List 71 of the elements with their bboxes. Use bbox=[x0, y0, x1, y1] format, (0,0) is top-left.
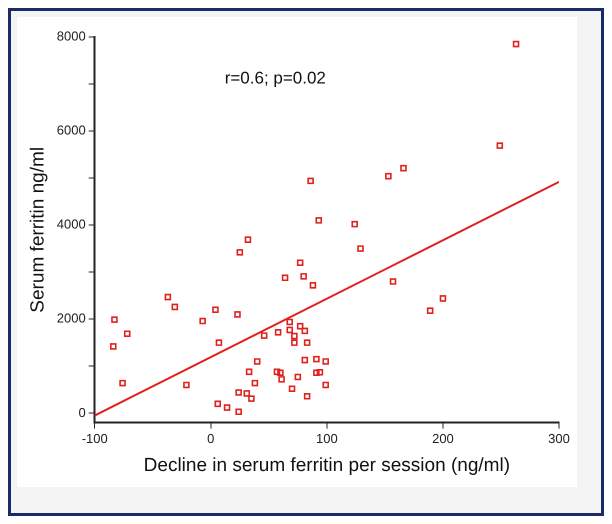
x-tick-label: -100 bbox=[82, 430, 108, 446]
point bbox=[199, 318, 206, 324]
point bbox=[252, 380, 258, 386]
point bbox=[288, 385, 296, 392]
x-tick-label: 200 bbox=[432, 430, 454, 446]
point bbox=[224, 404, 230, 411]
annotation: r=0.6; p=0.02 bbox=[224, 68, 326, 88]
point bbox=[119, 380, 126, 386]
point bbox=[282, 274, 288, 282]
point bbox=[304, 339, 310, 346]
point bbox=[286, 318, 293, 326]
point bbox=[214, 400, 222, 408]
point bbox=[296, 259, 304, 266]
point bbox=[351, 220, 358, 228]
point bbox=[234, 311, 241, 318]
point bbox=[246, 368, 252, 376]
x-tick-label: 100 bbox=[316, 430, 338, 446]
point bbox=[440, 295, 446, 302]
point bbox=[164, 294, 172, 300]
point bbox=[300, 273, 307, 280]
point bbox=[310, 282, 316, 289]
y-tick-label: 4000 bbox=[56, 216, 86, 232]
point bbox=[307, 178, 314, 184]
x-tick-label: 0 bbox=[207, 430, 214, 446]
point bbox=[235, 408, 242, 416]
point bbox=[248, 395, 255, 402]
point bbox=[183, 382, 190, 388]
point bbox=[512, 40, 520, 48]
y-tick-label: 0 bbox=[78, 404, 86, 420]
y-tick-label: 2000 bbox=[56, 310, 86, 326]
point bbox=[426, 307, 434, 314]
point bbox=[315, 217, 322, 224]
point bbox=[322, 382, 329, 388]
point bbox=[313, 356, 320, 362]
point bbox=[313, 369, 320, 376]
point bbox=[254, 358, 260, 365]
point bbox=[260, 332, 268, 339]
point bbox=[304, 392, 310, 400]
point bbox=[172, 304, 178, 310]
point bbox=[236, 249, 244, 256]
y-axis-title: Serum ferritin ng/ml bbox=[28, 146, 49, 313]
point bbox=[291, 332, 298, 340]
point bbox=[302, 356, 308, 364]
point bbox=[390, 278, 396, 285]
point bbox=[496, 142, 504, 149]
point bbox=[316, 369, 324, 376]
point bbox=[302, 328, 308, 334]
x-axis-title: Decline in serum ferritin per session (ng/ml) bbox=[144, 454, 510, 476]
point bbox=[357, 245, 364, 252]
point bbox=[111, 316, 118, 323]
point bbox=[291, 339, 298, 346]
y-tick-label: 6000 bbox=[56, 122, 86, 138]
point bbox=[385, 172, 392, 180]
point bbox=[278, 376, 285, 383]
point bbox=[110, 343, 117, 350]
x-tick-label: 300 bbox=[548, 430, 570, 446]
point bbox=[296, 322, 304, 330]
point bbox=[277, 369, 284, 376]
point bbox=[244, 236, 252, 243]
point bbox=[124, 330, 130, 337]
point bbox=[212, 306, 219, 314]
point bbox=[274, 329, 282, 336]
point bbox=[235, 389, 242, 396]
point bbox=[294, 374, 302, 380]
point bbox=[400, 164, 407, 172]
point bbox=[243, 390, 250, 397]
point bbox=[322, 358, 329, 365]
point bbox=[286, 326, 293, 334]
y-tick-label: 8000 bbox=[56, 28, 86, 44]
point bbox=[216, 339, 222, 346]
point bbox=[274, 368, 280, 376]
